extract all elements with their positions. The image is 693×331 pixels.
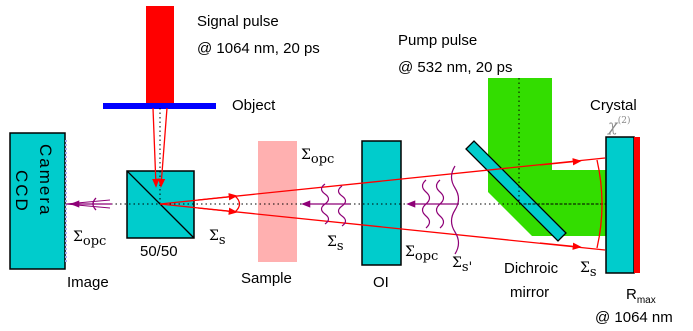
rmax-wavelength-label: @ 1064 nm xyxy=(595,309,673,326)
signal-pulse-title: Signal pulse xyxy=(197,13,279,30)
dichroic-label-2: mirror xyxy=(510,284,549,301)
signal-pulse-spec: @ 1064 nm, 20 ps xyxy=(197,40,320,57)
conjugate-ray-1 xyxy=(65,199,111,205)
signal-wavefront-2 xyxy=(596,159,603,249)
signal-arrow-lower-1 xyxy=(197,207,238,215)
signal-ray-left xyxy=(152,107,160,188)
isolator-label: OI xyxy=(373,274,389,291)
signal-wavefront-1 xyxy=(234,195,241,213)
dichroic-mirror xyxy=(465,140,567,242)
optical-isolator xyxy=(361,140,402,266)
pump-pulse-spec: @ 532 nm, 20 ps xyxy=(398,59,512,76)
sample-slab xyxy=(258,141,297,262)
conjugate-wavefront-4 xyxy=(435,179,445,229)
object-label: Object xyxy=(232,97,276,114)
rmax-coating xyxy=(634,137,640,273)
ccd-label: CCD xyxy=(12,170,31,213)
pump-pulse-title: Pump pulse xyxy=(398,32,477,49)
nonlinear-crystal xyxy=(605,136,635,274)
signal-ray-right xyxy=(157,107,168,188)
sigma-s-splitter: Σs xyxy=(209,228,226,248)
conjugate-wavefront-3 xyxy=(421,179,431,229)
chi2-label: χ(2) xyxy=(607,115,630,135)
conjugate-wavefront-5 xyxy=(450,165,460,255)
sigma-opc-isolator: Σopc xyxy=(405,244,438,264)
conjugate-wavefront-ccd xyxy=(92,197,97,211)
conjugate-wavefront-2 xyxy=(337,185,347,227)
conjugate-wavefront-1 xyxy=(320,183,330,225)
camera-label: Camera xyxy=(36,144,55,216)
sigma-s-sample: Σs xyxy=(327,234,344,254)
signal-arrow-upper-2 xyxy=(539,158,582,166)
beamsplitter-label: 50/50 xyxy=(140,243,178,260)
object-plate xyxy=(103,103,216,109)
sigma-opc-ccd: Σopc xyxy=(73,229,106,249)
signal-arrow-lower-2 xyxy=(539,242,582,250)
image-label: Image xyxy=(67,274,109,291)
conjugate-ray-2 xyxy=(65,203,111,209)
sigma-opc-sample: Σopc xyxy=(301,147,334,167)
signal-beam xyxy=(146,6,174,106)
crystal-label: Crystal xyxy=(590,97,637,114)
rmax-label: Rmax xyxy=(626,286,656,306)
sigma-s-prime: Σs' xyxy=(452,255,472,275)
signal-arrow-upper-1 xyxy=(197,193,238,201)
dichroic-label-1: Dichroic xyxy=(504,260,559,277)
sigma-s-crystal: Σs xyxy=(580,260,597,280)
sample-label: Sample xyxy=(241,270,292,287)
